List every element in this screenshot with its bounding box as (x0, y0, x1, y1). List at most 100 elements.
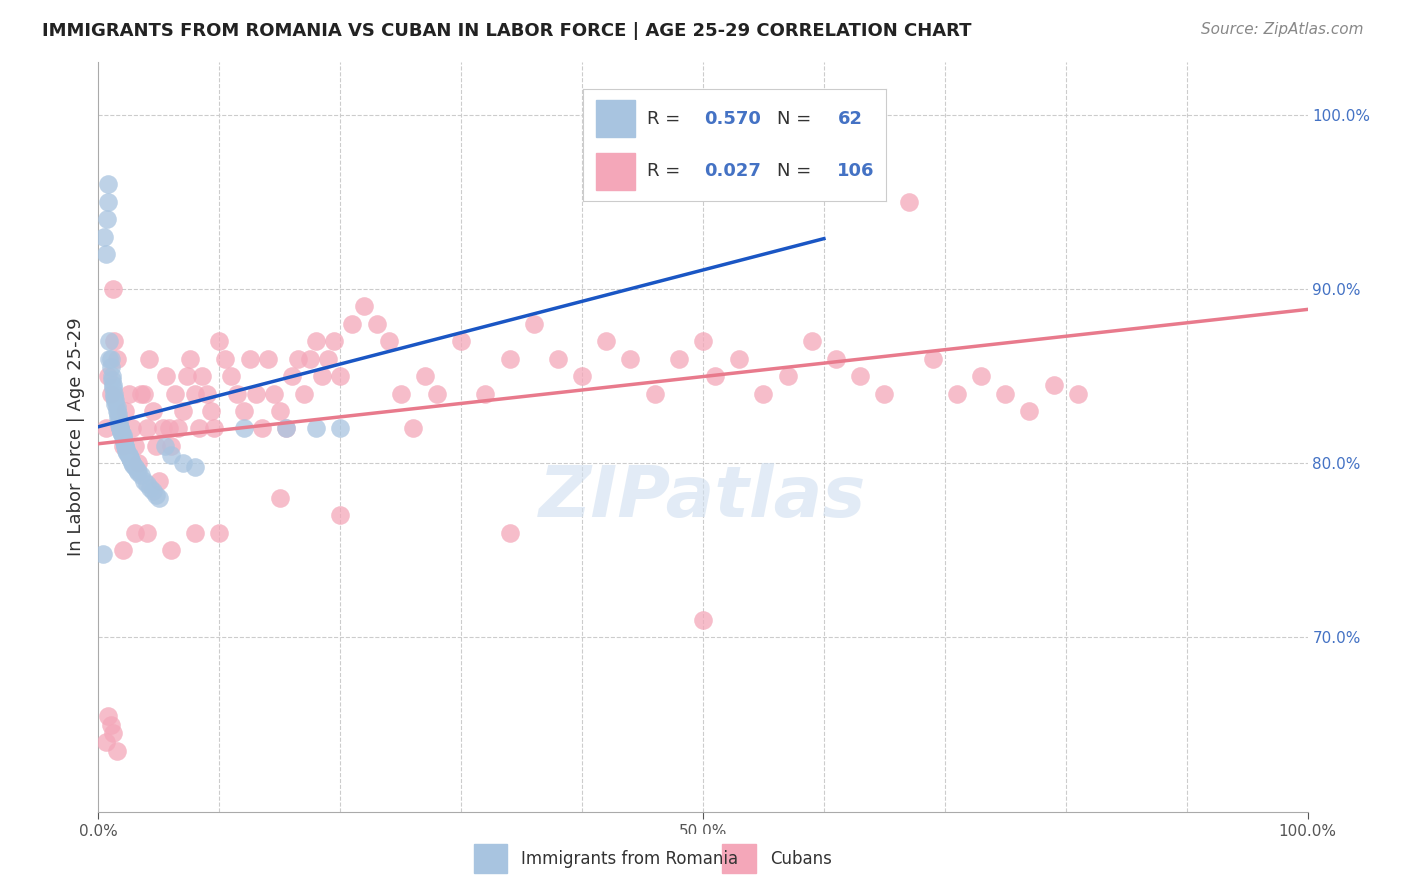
Point (155, 369, 177, 384)
Point (96, 212, 118, 227)
Text: 62: 62 (838, 111, 862, 128)
Point (127, 463, 149, 477)
Point (105, 351, 128, 366)
Point (329, 369, 352, 384)
Point (287, 351, 309, 366)
Point (163, 386, 186, 401)
Point (179, 351, 201, 366)
Point (167, 421, 190, 435)
Point (148, 474, 170, 488)
Text: N =: N = (778, 161, 817, 179)
Point (921, 351, 943, 366)
Bar (723, 844, 755, 873)
Point (110, 425, 132, 439)
Point (114, 439, 136, 453)
Text: ZIPatlas: ZIPatlas (540, 463, 866, 532)
Point (101, 381, 124, 395)
Point (100, 386, 122, 401)
Point (281, 369, 304, 384)
Point (111, 430, 134, 444)
Text: Source: ZipAtlas.com: Source: ZipAtlas.com (1201, 22, 1364, 37)
Point (100, 360, 122, 375)
Text: IMMIGRANTS FROM ROMANIA VS CUBAN IN LABOR FORCE | AGE 25-29 CORRELATION CHART: IMMIGRANTS FROM ROMANIA VS CUBAN IN LABO… (42, 22, 972, 40)
Point (523, 317, 546, 331)
Point (100, 373, 122, 387)
Point (498, 351, 520, 366)
Point (122, 458, 145, 472)
Point (547, 351, 569, 366)
Point (94, 421, 117, 435)
Point (299, 351, 322, 366)
Point (101, 377, 124, 392)
Point (752, 108, 775, 122)
Point (644, 386, 666, 401)
Point (994, 386, 1017, 401)
Point (160, 439, 183, 453)
Point (208, 525, 231, 540)
Point (311, 369, 333, 384)
Point (1042, 377, 1064, 392)
Text: Cubans: Cubans (770, 849, 832, 868)
Text: R =: R = (647, 111, 686, 128)
Point (329, 508, 352, 523)
Point (97, 369, 120, 384)
Point (157, 421, 180, 435)
Point (474, 386, 496, 401)
Point (101, 282, 124, 296)
Point (110, 425, 132, 439)
Point (172, 456, 194, 470)
Point (120, 452, 142, 467)
Point (305, 334, 328, 349)
Text: 0.027: 0.027 (704, 161, 761, 179)
Point (752, 386, 775, 401)
Text: N =: N = (778, 111, 817, 128)
Point (124, 439, 146, 453)
Point (160, 448, 183, 462)
Point (191, 369, 214, 384)
Point (184, 459, 207, 474)
Point (111, 428, 134, 442)
Point (111, 439, 134, 453)
Point (263, 386, 285, 401)
Point (98, 351, 121, 366)
Point (105, 401, 128, 415)
Point (108, 417, 131, 432)
Point (112, 435, 135, 450)
Point (172, 404, 194, 418)
Point (776, 369, 799, 384)
Point (100, 351, 122, 366)
Point (118, 448, 141, 462)
Point (94, 735, 117, 749)
Text: 106: 106 (838, 161, 875, 179)
Point (139, 481, 162, 495)
Bar (596, 153, 636, 189)
Point (98, 334, 121, 349)
Point (316, 351, 339, 366)
Point (108, 414, 131, 428)
Bar (596, 101, 636, 137)
Point (728, 351, 751, 366)
Point (153, 439, 176, 453)
Point (214, 351, 236, 366)
Point (121, 456, 143, 470)
Point (184, 525, 207, 540)
Point (897, 194, 920, 209)
Point (269, 491, 291, 505)
Point (112, 434, 135, 448)
Point (108, 421, 131, 435)
Point (413, 369, 436, 384)
Point (704, 369, 727, 384)
Point (105, 744, 128, 758)
Point (148, 491, 170, 505)
Point (323, 334, 346, 349)
Point (100, 717, 122, 731)
Point (138, 351, 160, 366)
Point (946, 386, 969, 401)
Bar (474, 844, 508, 873)
Point (100, 369, 122, 384)
Point (160, 543, 183, 558)
Point (274, 421, 297, 435)
Point (142, 484, 165, 499)
Point (114, 439, 136, 453)
Point (94, 247, 117, 261)
